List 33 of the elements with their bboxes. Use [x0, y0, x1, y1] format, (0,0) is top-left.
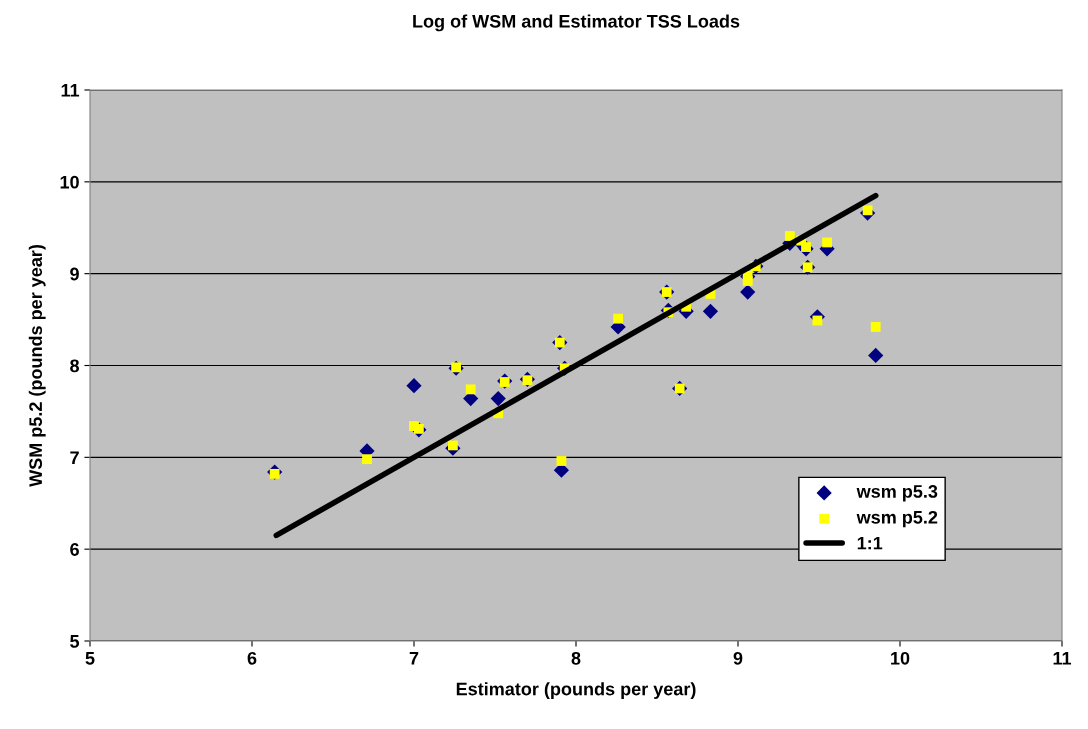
x-axis-title: Estimator (pounds per year): [456, 682, 696, 699]
y-tick-label: 6: [70, 543, 79, 556]
chart-title: Log of WSM and Estimator TSS Loads: [413, 14, 740, 32]
y-tick-label: 8: [70, 359, 80, 373]
point: [613, 313, 624, 324]
legend-label: 1:1: [857, 536, 883, 550]
point: [812, 315, 823, 326]
x-tick-label: 10: [891, 651, 910, 665]
point: [465, 384, 476, 395]
y-tick-label: 7: [70, 451, 79, 464]
x-tick-label: 6: [247, 651, 257, 665]
y-tick-label: 9: [70, 267, 79, 281]
point: [362, 454, 372, 465]
legend-label: wsm p5.2: [856, 510, 938, 528]
point: [868, 347, 884, 364]
legend-label: wsm p5.3: [856, 485, 938, 502]
point: [740, 284, 756, 300]
x-tick-label: 9: [733, 651, 743, 665]
y-tick-label: 5: [70, 635, 80, 648]
y-tick-label: 11: [61, 84, 80, 97]
point: [870, 322, 881, 332]
point: [784, 231, 795, 241]
x-tick-label: 5: [85, 652, 95, 665]
x-tick-label: 7: [409, 652, 419, 665]
point: [702, 303, 719, 319]
y-axis-title: WSM p5.2 (pounds per year): [28, 245, 46, 487]
point: [556, 456, 567, 466]
x-tick-label: 11: [1053, 652, 1072, 665]
point: [822, 237, 833, 248]
point: [406, 378, 422, 394]
y-tick-label: 10: [60, 175, 79, 189]
point: [490, 390, 506, 407]
x-tick-label: 8: [571, 651, 581, 665]
